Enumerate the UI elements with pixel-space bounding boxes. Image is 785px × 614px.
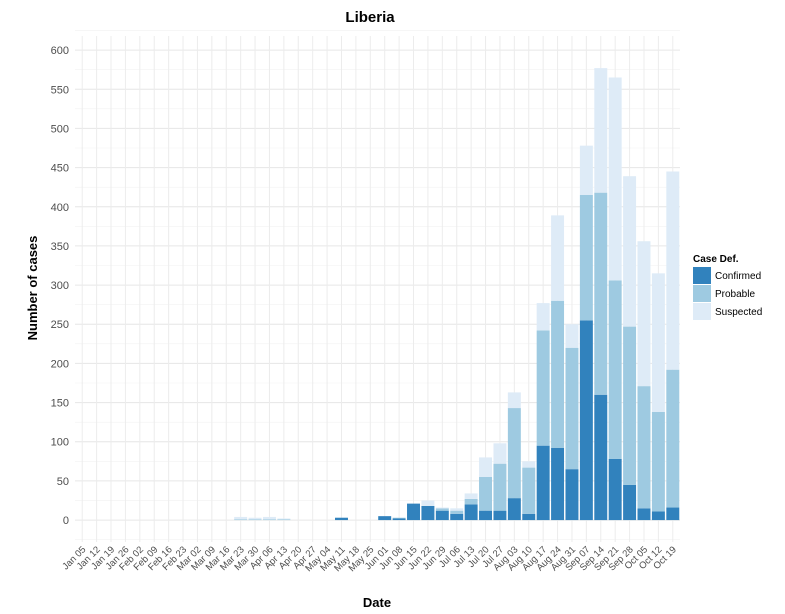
bar-suspected [536,303,550,331]
y-tick-labels: 0 50 100 150 200 250 300 350 400 450 500 550 600 [51,45,69,527]
bar-probable [234,519,248,521]
bar-suspected [594,68,608,193]
bar-probable [450,510,464,514]
bar-confirmed [464,504,478,521]
bar-probable [435,508,449,511]
legend-label-probable: Probable [715,289,755,300]
bar-confirmed [479,510,493,521]
bar-probable [493,463,507,511]
bar-suspected [522,461,536,468]
bar-suspected [277,518,291,520]
legend-title: Case Def. [693,254,739,265]
bar-suspected [551,215,565,301]
bar-suspected [579,145,593,196]
bar-confirmed [551,448,565,521]
bar-confirmed [407,503,420,521]
bar-probable [262,519,276,521]
bar-probable [507,408,521,499]
bar-confirmed [623,484,637,521]
bar-suspected [464,493,478,499]
legend-swatch-suspected [693,303,711,320]
bar-confirmed [666,507,680,521]
legend: Case Def. Confirmed Probable Suspected [693,254,762,320]
y-tick-label: 50 [57,476,69,488]
bar-probable [536,330,550,446]
y-tick-label: 100 [51,437,69,449]
y-tick-label: 150 [51,398,69,410]
bar-suspected [666,171,680,370]
y-tick-label: 200 [51,358,69,370]
bar-suspected [479,457,493,477]
y-tick-label: 600 [51,45,69,57]
y-tick-label: 400 [51,202,69,214]
bar-suspected [565,324,579,348]
legend-swatch-confirmed [693,267,711,284]
bar-suspected [651,273,665,412]
bar-confirmed [579,320,593,521]
bar-suspected [262,516,276,520]
bar-probable [579,195,593,321]
bar-probable [551,300,565,449]
bar-probable [522,467,536,514]
bar-confirmed [522,513,536,521]
bar-probable [248,519,262,521]
bar-suspected [637,241,651,387]
y-tick-label: 250 [51,319,69,331]
bar-suspected [608,77,622,281]
legend-label-suspected: Suspected [715,307,762,318]
bar-confirmed [608,458,622,521]
bar-probable [651,411,665,512]
bar-probable [565,347,579,470]
bar-confirmed [507,498,521,521]
bar-confirmed [536,445,550,521]
bar-probable [608,280,622,459]
bar-confirmed [651,511,665,521]
bar-suspected [450,508,464,511]
y-tick-label: 550 [51,84,69,96]
bar-probable [277,519,291,521]
bar-confirmed [378,516,392,521]
y-tick-label: 0 [63,515,69,527]
bar-confirmed [637,508,651,521]
chart-title: Liberia [345,9,395,26]
bar-suspected [493,443,507,464]
bar-confirmed [450,513,464,521]
bar-confirmed [421,505,435,521]
bar-confirmed [493,510,507,521]
bar-probable [637,386,651,509]
bar-confirmed [392,518,406,521]
bar-confirmed [335,517,348,521]
bar-suspected [435,507,449,509]
y-tick-label: 300 [51,280,69,292]
bar-suspected [234,516,248,520]
y-tick-label: 350 [51,241,69,253]
y-tick-label: 450 [51,163,69,175]
bar-confirmed [594,394,608,521]
bar-confirmed [565,469,579,521]
y-axis-label: Number of cases [25,236,40,341]
bars [234,68,680,521]
gridlines [75,30,680,542]
x-axis-label: Date [363,595,391,610]
bar-probable [464,498,478,505]
legend-swatch-probable [693,285,711,302]
bar-probable [594,192,608,395]
legend-label-confirmed: Confirmed [715,271,761,282]
bar-suspected [248,517,262,520]
bar-confirmed [435,510,449,521]
bar-probable [479,476,493,511]
bar-probable [666,369,680,508]
bar-probable [623,326,637,485]
bar-probable [392,517,406,519]
y-tick-label: 500 [51,123,69,135]
bar-suspected [421,500,435,506]
bar-suspected [507,392,521,409]
bar-suspected [623,176,637,327]
